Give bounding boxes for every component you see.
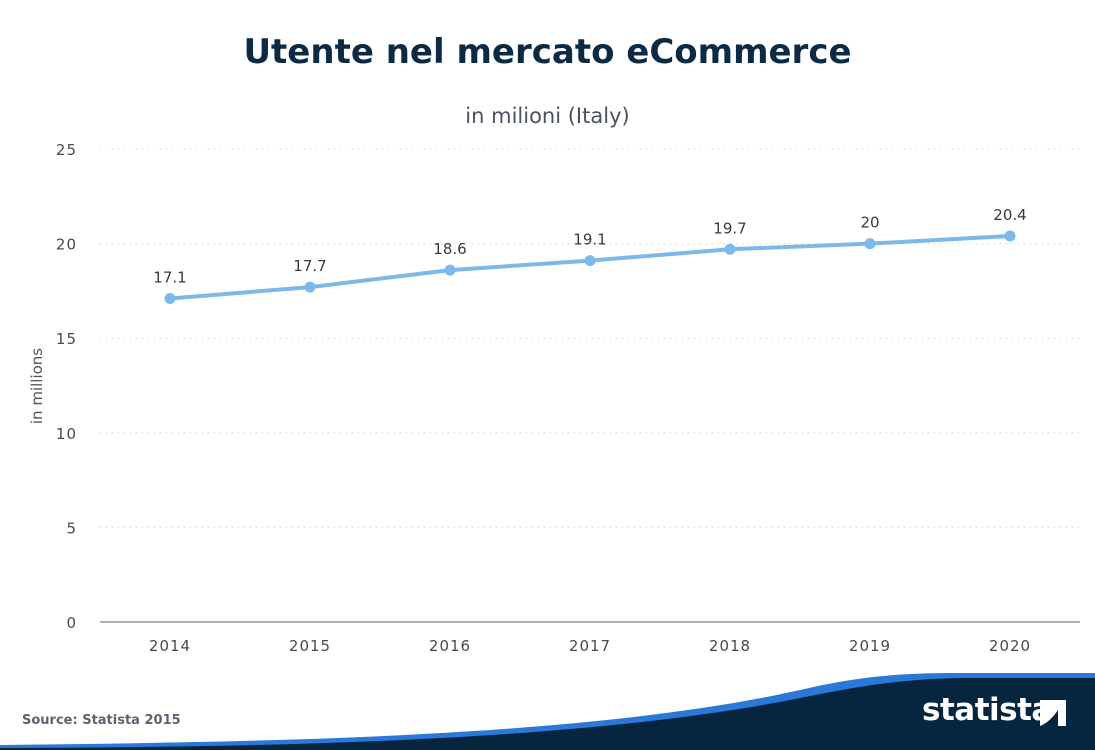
data-label: 20.4 xyxy=(993,206,1026,224)
y-tick-label: 5 xyxy=(66,519,77,537)
data-point xyxy=(164,292,176,304)
chart-subtitle: in milioni (Italy) xyxy=(465,104,630,128)
y-tick-label: 25 xyxy=(56,141,77,159)
data-label: 18.6 xyxy=(433,240,466,258)
x-tick-label: 2020 xyxy=(989,637,1031,655)
y-tick-label: 10 xyxy=(56,425,77,443)
statista-logo-icon xyxy=(1040,700,1066,726)
x-tick-label: 2015 xyxy=(289,637,331,655)
x-tick-label: 2018 xyxy=(709,637,751,655)
data-point xyxy=(864,238,876,250)
data-point xyxy=(304,281,316,293)
x-tick-label: 2014 xyxy=(149,637,191,655)
y-axis-label: in millions xyxy=(28,348,46,424)
x-tick-label: 2016 xyxy=(429,637,471,655)
data-label: 17.1 xyxy=(153,268,186,286)
data-label: 19.1 xyxy=(573,231,606,249)
data-label: 20 xyxy=(860,214,879,232)
data-point xyxy=(584,255,596,267)
x-tick-label: 2019 xyxy=(849,637,891,655)
data-point xyxy=(1004,230,1016,242)
x-tick-label: 2017 xyxy=(569,637,611,655)
data-point xyxy=(724,243,736,255)
statista-logo[interactable]: statista xyxy=(922,692,1052,728)
y-tick-label: 15 xyxy=(56,330,77,348)
y-tick-label: 20 xyxy=(56,236,77,254)
data-label: 17.7 xyxy=(293,257,326,275)
y-tick-label: 0 xyxy=(66,614,77,632)
chart-title: Utente nel mercato eCommerce xyxy=(243,32,852,72)
source-note: Source: Statista 2015 xyxy=(22,713,181,728)
data-point xyxy=(444,264,456,276)
data-label: 19.7 xyxy=(713,219,746,237)
